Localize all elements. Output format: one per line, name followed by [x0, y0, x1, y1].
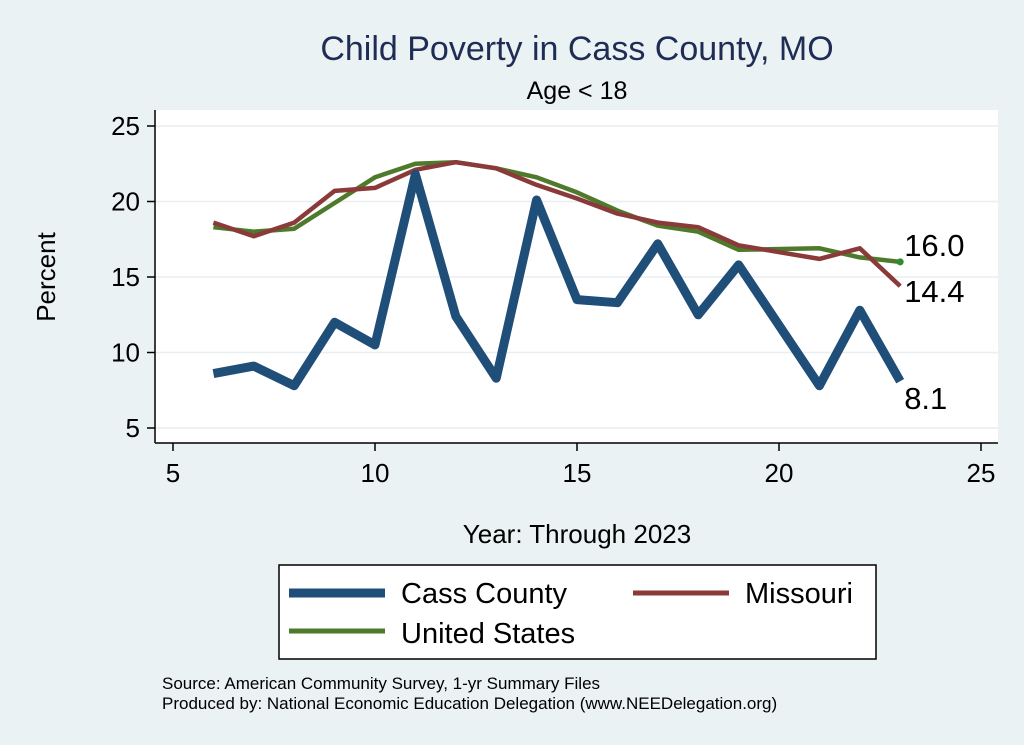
series-line-missouri	[212, 159, 902, 288]
end-label-cass-county: 8.1	[904, 381, 947, 416]
chart-title: Child Poverty in Cass County, MO	[320, 30, 833, 68]
source-line-2: Produced by: National Economic Education…	[162, 694, 777, 713]
legend-label-cass-county: Cass County	[401, 578, 568, 610]
end-labels: 8.1 14.4 16.0	[904, 228, 964, 416]
y-tick-label-20: 20	[111, 187, 140, 217]
y-tick-label-25: 25	[111, 111, 140, 141]
legend: Cass County Missouri United States	[278, 564, 877, 660]
x-tick-label-5: 5	[166, 458, 180, 488]
end-label-united-states: 16.0	[904, 228, 964, 263]
y-tick-label-10: 10	[111, 338, 140, 368]
x-tick-label-25: 25	[967, 458, 996, 488]
source-line-1: Source: American Community Survey, 1-yr …	[162, 674, 600, 693]
y-axis-label: Percent	[31, 231, 61, 321]
legend-label-united-states: United States	[401, 618, 575, 650]
axes	[147, 110, 998, 451]
tick-labels: 5 10 15 20 25 5 10 15 20 25	[111, 111, 995, 488]
end-marker-united-states	[896, 258, 904, 266]
legend-box	[278, 564, 877, 660]
x-tick-label-20: 20	[765, 458, 794, 488]
series-line-cass-county	[212, 169, 905, 391]
x-tick-label-10: 10	[361, 458, 390, 488]
gridlines	[155, 125, 998, 429]
y-tick-label-15: 15	[111, 262, 140, 292]
end-label-missouri: 14.4	[904, 274, 964, 309]
x-tick-label-15: 15	[563, 458, 592, 488]
series-lines	[212, 159, 905, 391]
y-tick-label-5: 5	[126, 413, 140, 443]
x-axis-label: Year: Through 2023	[463, 519, 691, 549]
legend-label-missouri: Missouri	[745, 578, 853, 610]
chart-subtitle: Age < 18	[527, 77, 628, 105]
